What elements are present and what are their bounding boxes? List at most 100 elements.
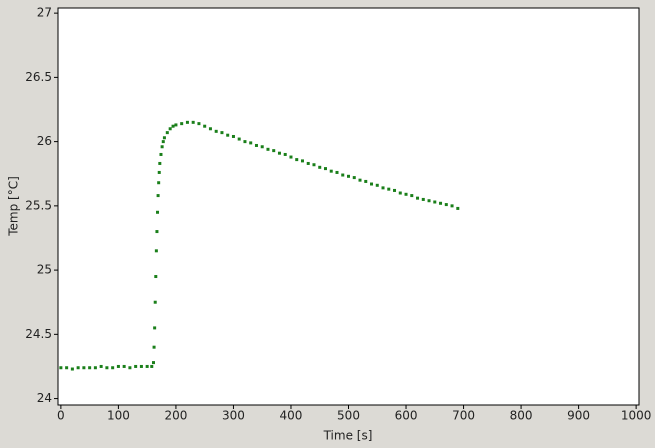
point bbox=[150, 364, 154, 368]
point bbox=[159, 152, 163, 156]
y-tick-label: 26.5 bbox=[25, 70, 52, 84]
point bbox=[214, 129, 218, 133]
point bbox=[155, 230, 159, 234]
point bbox=[153, 326, 157, 330]
point bbox=[156, 194, 160, 198]
point bbox=[152, 345, 156, 349]
point bbox=[427, 199, 431, 203]
point bbox=[82, 366, 86, 370]
point bbox=[243, 140, 247, 144]
x-axis-label: Time [s] bbox=[323, 429, 373, 443]
y-axis-label: Temp [°C] bbox=[7, 176, 21, 237]
point bbox=[312, 163, 316, 167]
point bbox=[254, 143, 258, 147]
x-tick-label: 400 bbox=[280, 409, 303, 423]
point bbox=[145, 364, 149, 368]
point bbox=[111, 366, 115, 370]
point bbox=[444, 203, 448, 207]
x-tick-label: 600 bbox=[395, 409, 418, 423]
point bbox=[410, 194, 414, 198]
point bbox=[134, 364, 138, 368]
point bbox=[375, 183, 379, 187]
point bbox=[237, 137, 241, 141]
point bbox=[266, 147, 270, 151]
point bbox=[439, 201, 443, 205]
point bbox=[161, 140, 165, 144]
point bbox=[168, 127, 172, 131]
point bbox=[289, 155, 293, 159]
point bbox=[154, 275, 158, 279]
point bbox=[88, 366, 92, 370]
point bbox=[116, 364, 120, 368]
point bbox=[70, 367, 74, 371]
point bbox=[381, 186, 385, 190]
point bbox=[153, 300, 157, 304]
point bbox=[277, 151, 281, 155]
point bbox=[329, 169, 333, 173]
point bbox=[59, 366, 63, 370]
point bbox=[191, 120, 195, 124]
point bbox=[398, 191, 402, 195]
point bbox=[226, 133, 230, 137]
point bbox=[272, 149, 276, 153]
x-tick-label: 1000 bbox=[621, 409, 652, 423]
point bbox=[364, 179, 368, 183]
y-tick-label: 27 bbox=[37, 6, 52, 20]
point bbox=[157, 181, 161, 185]
x-tick-label: 500 bbox=[337, 409, 360, 423]
point bbox=[165, 131, 169, 135]
y-tick-label: 24 bbox=[37, 391, 52, 405]
point bbox=[76, 366, 80, 370]
point bbox=[358, 178, 362, 182]
point bbox=[335, 170, 339, 174]
point bbox=[156, 210, 160, 214]
point bbox=[99, 364, 103, 368]
point bbox=[341, 173, 345, 177]
point bbox=[180, 122, 184, 126]
point bbox=[300, 159, 304, 163]
point bbox=[128, 366, 132, 370]
x-tick-label: 200 bbox=[164, 409, 187, 423]
x-tick-label: 300 bbox=[222, 409, 245, 423]
point bbox=[185, 120, 189, 124]
point bbox=[151, 361, 155, 365]
plot-area bbox=[57, 7, 640, 406]
point bbox=[197, 122, 201, 126]
point bbox=[208, 127, 212, 131]
x-tick-label: 0 bbox=[57, 409, 65, 423]
point bbox=[456, 206, 460, 210]
point bbox=[158, 161, 162, 165]
point bbox=[105, 366, 109, 370]
x-tick-label: 100 bbox=[107, 409, 130, 423]
point bbox=[162, 136, 166, 140]
x-tick-label: 900 bbox=[567, 409, 590, 423]
point bbox=[450, 204, 454, 208]
point bbox=[318, 165, 322, 169]
point bbox=[220, 131, 224, 135]
point bbox=[393, 188, 397, 192]
y-tick-label: 25 bbox=[37, 263, 52, 277]
point bbox=[416, 196, 420, 200]
y-tick-label: 26 bbox=[37, 134, 52, 148]
y-tick-label: 25.5 bbox=[25, 198, 52, 212]
point bbox=[93, 366, 97, 370]
point bbox=[433, 200, 437, 204]
point bbox=[306, 161, 310, 165]
x-tick-label: 800 bbox=[510, 409, 533, 423]
point bbox=[174, 123, 178, 127]
point bbox=[171, 124, 175, 128]
point bbox=[352, 176, 356, 180]
point bbox=[231, 134, 235, 138]
point bbox=[122, 364, 126, 368]
point bbox=[160, 145, 164, 149]
point bbox=[295, 158, 299, 162]
point bbox=[139, 364, 143, 368]
point bbox=[387, 187, 391, 191]
y-tick-label: 24.5 bbox=[25, 327, 52, 341]
point bbox=[283, 152, 287, 156]
point bbox=[347, 174, 350, 178]
point bbox=[404, 192, 408, 196]
point bbox=[65, 366, 69, 370]
point bbox=[249, 141, 253, 145]
